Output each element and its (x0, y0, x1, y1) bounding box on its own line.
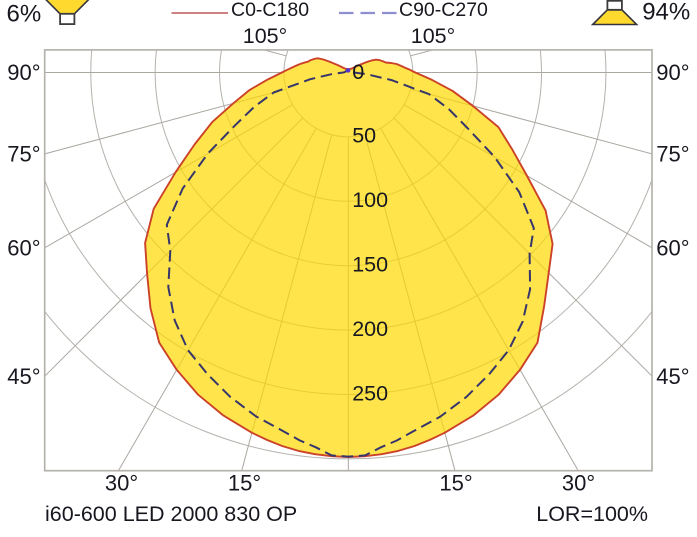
svg-text:60°: 60° (656, 236, 689, 261)
svg-text:200: 200 (352, 317, 388, 341)
svg-text:90°: 90° (7, 60, 40, 85)
svg-text:45°: 45° (7, 364, 40, 389)
svg-text:i60-600 LED 2000 830 OP: i60-600 LED 2000 830 OP (45, 502, 297, 526)
svg-text:90°: 90° (656, 60, 689, 85)
svg-text:15°: 15° (228, 471, 261, 496)
svg-text:250: 250 (352, 381, 388, 405)
svg-text:105°: 105° (243, 24, 287, 48)
svg-text:30°: 30° (562, 471, 595, 496)
svg-text:100: 100 (352, 188, 388, 212)
svg-text:C90-C270: C90-C270 (399, 0, 488, 21)
svg-text:LOR=100%: LOR=100% (536, 502, 648, 526)
svg-text:75°: 75° (656, 142, 689, 167)
svg-text:15°: 15° (439, 471, 472, 496)
svg-text:45°: 45° (656, 364, 689, 389)
svg-text:C0-C180: C0-C180 (231, 0, 309, 21)
svg-text:6%: 6% (7, 0, 42, 27)
svg-text:94%: 94% (642, 0, 690, 26)
svg-text:105°: 105° (411, 24, 455, 48)
svg-text:150: 150 (352, 253, 388, 277)
svg-text:30°: 30° (105, 471, 138, 496)
svg-text:60°: 60° (7, 236, 40, 261)
svg-text:75°: 75° (7, 142, 40, 167)
svg-text:50: 50 (352, 124, 376, 148)
svg-text:0: 0 (352, 60, 364, 84)
